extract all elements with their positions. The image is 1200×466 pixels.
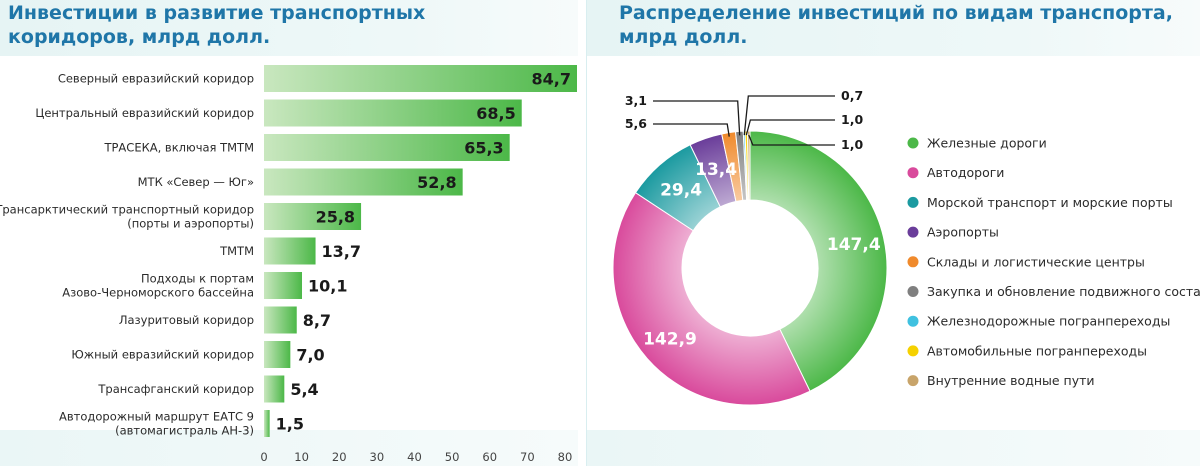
bar-category-label: Центральный евразийский коридор [35, 106, 254, 120]
bar-category-label: Северный евразийский коридор [58, 72, 254, 86]
bar [264, 410, 270, 437]
donut-chart-panel: Распределение инвестиций по видам трансп… [586, 0, 1200, 466]
bar-value-label: 10,1 [308, 277, 347, 296]
slice-value-label: 142,9 [643, 329, 697, 349]
donut-chart-title-band: Распределение инвестиций по видам трансп… [587, 0, 1200, 56]
bar-category-label: Автодорожный маршрут ЕАТС 9 (автомагистра… [59, 410, 254, 438]
bar-category-label: ТРАСЕКА, включая ТМТМ [103, 141, 254, 155]
slice-value-label: 13,4 [695, 160, 737, 180]
bar [264, 203, 362, 230]
x-tick-label: 20 [332, 450, 347, 464]
x-tick-label: 70 [520, 450, 535, 464]
legend-marker [907, 375, 919, 387]
bar-value-label: 52,8 [417, 173, 456, 192]
legend-label: Автомобильные погранпереходы [927, 343, 1147, 358]
bar-category-label: ТМТМ [219, 244, 254, 258]
x-tick-label: 80 [558, 450, 573, 464]
legend-label: Внутренние водные пути [927, 373, 1095, 388]
donut-sheen [612, 131, 887, 406]
bar [264, 99, 522, 127]
bar-value-label: 8,7 [303, 311, 331, 330]
bar-value-label: 25,8 [316, 208, 355, 227]
callout-value-label: 1,0 [841, 112, 863, 127]
legend-marker [907, 315, 919, 327]
callout-value-label: 0,7 [841, 88, 863, 103]
bar-chart-footer-band [0, 430, 578, 466]
callout-line [653, 100, 741, 136]
callout-line [743, 95, 835, 136]
callout-line [745, 119, 835, 136]
bar-chart-panel: Инвестиции в развитие транспортных корид… [0, 0, 578, 466]
bar-chart-title: Инвестиции в развитие транспортных корид… [8, 2, 426, 48]
bar [264, 237, 316, 265]
bar-category-label: Трансарктический транспортный коридор (по… [0, 203, 254, 231]
bar-value-label: 65,3 [464, 139, 503, 158]
donut-chart-title: Распределение инвестиций по видам трансп… [619, 2, 1173, 48]
bar-category-label: МТК «Север — Юг» [138, 175, 254, 189]
slice-value-label: 147,4 [827, 235, 881, 255]
legend-marker [907, 256, 919, 268]
bar [264, 134, 510, 161]
bar-value-label: 5,4 [290, 380, 318, 399]
bar-value-label: 13,7 [322, 242, 361, 261]
x-tick-label: 40 [407, 450, 422, 464]
bar-value-label: 7,0 [296, 346, 324, 365]
legend-label: Аэропорты [927, 225, 999, 240]
bar-category-label: Южный евразийский коридор [71, 348, 254, 362]
bar [264, 272, 303, 299]
callout-value-label: 5,6 [625, 116, 647, 131]
callout-line [653, 123, 730, 137]
legend-marker [907, 286, 919, 297]
legend-marker [907, 226, 919, 238]
legend-marker [907, 196, 919, 208]
donut-chart: 147,4 142,9 29,413,4 3,1 5,6 0,7 1,0 1,0 Железны… [612, 88, 1200, 406]
bar-value-label: 1,5 [276, 415, 304, 434]
x-tick-label: 60 [482, 450, 497, 464]
callout-line [748, 134, 835, 146]
legend-label: Закупка и обновление подвижного состава [927, 284, 1200, 299]
legend-label: Железные дороги [927, 136, 1047, 151]
legend-marker [907, 345, 919, 357]
x-tick-label: 10 [294, 450, 309, 464]
bar [264, 375, 285, 403]
bar-category-label: Подходы к портам Азово-Черноморского басс… [62, 272, 254, 300]
legend-label: Склады и логистические центры [927, 254, 1145, 269]
bar [264, 65, 577, 92]
legend-label: Морской транспорт и морские порты [927, 195, 1173, 210]
bar [264, 341, 291, 368]
legend-marker [907, 137, 919, 149]
x-tick-label: 30 [370, 450, 385, 464]
bar-value-label: 84,7 [532, 70, 571, 89]
callout-value-label: 3,1 [625, 93, 647, 108]
legend-label: Автодороги [927, 165, 1004, 180]
slice-value-label: 29,4 [660, 180, 702, 200]
bar-value-label: 68,5 [476, 104, 515, 123]
donut-chart-footer-band [587, 430, 1200, 466]
legend-marker [907, 167, 919, 179]
legend-label: Железнодорожные погранпереходы [927, 314, 1170, 329]
callout-value-label: 1,0 [841, 137, 863, 152]
x-tick-label: 50 [445, 450, 460, 464]
bar-chart-title-band: Инвестиции в развитие транспортных корид… [0, 0, 578, 56]
x-tick-label: 0 [260, 450, 267, 464]
bar-category-label: Трансафганский коридор [97, 382, 254, 396]
bar-chart: Северный евразийский коридор 84,7 Централь… [0, 65, 577, 464]
bar [264, 306, 297, 334]
bar [264, 168, 463, 196]
bar-category-label: Лазуритовый коридор [119, 313, 254, 327]
